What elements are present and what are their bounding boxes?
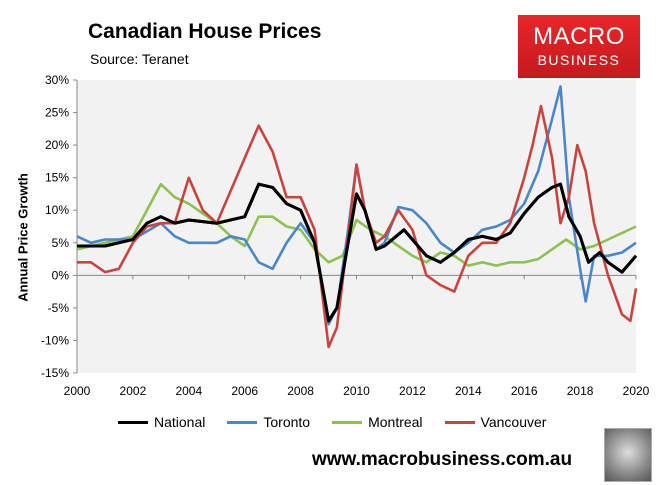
x-tick-label: 2014 [455,384,482,398]
x-tick-label: 2012 [399,384,426,398]
x-tick-label: 2020 [623,384,650,398]
x-tick-label: 2008 [287,384,314,398]
logo-line1: MACRO [533,23,625,50]
legend-item-toronto: Toronto [227,414,310,430]
y-tick-label: -15% [41,366,69,380]
chart-source: Source: Teranet [90,51,189,67]
x-tick-label: 2010 [343,384,370,398]
legend-swatch [332,420,363,424]
x-tick-label: 2002 [120,384,147,398]
y-tick-label: 10% [45,203,69,217]
legend-item-national: National [118,414,205,430]
x-tick-label: 2006 [231,384,258,398]
y-tick-label: -10% [41,333,69,347]
y-tick-label: 5% [52,236,70,250]
legend-item-montreal: Montreal [332,414,423,430]
website-url: www.macrobusiness.com.au [312,449,573,470]
y-tick-label: 25% [45,106,69,120]
series-line-vancouver [77,104,638,349]
x-tick-label: 2016 [511,384,538,398]
legend-swatch [118,420,148,424]
x-tick-label: 2018 [567,384,594,398]
y-tick-label: 15% [45,171,69,185]
series-line-national-top [77,182,638,323]
legend-swatch [227,420,258,424]
chart-title: Canadian House Prices [88,20,322,43]
y-tick-label: 30% [45,73,69,87]
legend-item-vancouver: Vancouver [444,414,546,430]
logo-line2: BUSINESS [537,52,621,68]
x-tick-label: 2004 [175,384,202,398]
legend: National Toronto Montreal Vancouver [118,414,568,430]
y-tick-label: 0% [52,268,70,282]
y-tick-label: 20% [45,138,69,152]
x-tick-label: 2000 [64,384,91,398]
wolf-logo-image [604,428,652,482]
macrobusiness-logo: MACRO BUSINESS [518,15,640,78]
y-tick-label: -5% [48,301,70,315]
series-line-montreal [76,182,637,267]
plot-area [77,80,636,373]
legend-swatch [444,420,475,424]
